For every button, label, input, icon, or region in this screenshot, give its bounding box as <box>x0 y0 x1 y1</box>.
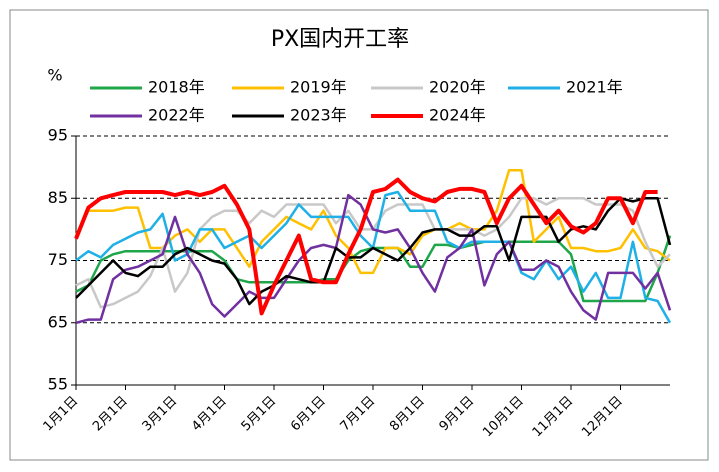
y-tick-label: 95 <box>48 126 68 145</box>
series-line <box>75 197 672 306</box>
x-tick-label: 2月1日 <box>90 394 131 435</box>
x-tick-label: 12月1日 <box>579 394 626 441</box>
x-tick-label: 11月1日 <box>530 394 577 441</box>
chart-title: PX国内开工率 <box>271 27 409 52</box>
x-tick-label: 10月1日 <box>480 394 527 441</box>
x-tick-label: 7月1日 <box>338 394 379 435</box>
x-tick-label: 9月1日 <box>437 394 478 435</box>
y-tick-label: 85 <box>48 188 68 207</box>
legend-label: 2020年 <box>429 78 486 97</box>
y-tick-label: 65 <box>48 312 68 331</box>
x-tick-label: 1月1日 <box>41 394 82 435</box>
legend-label: 2018年 <box>148 78 205 97</box>
x-tick-label: 5月1日 <box>239 394 280 435</box>
legend-label: 2021年 <box>566 78 623 97</box>
y-axis-label: % <box>47 66 62 85</box>
legend-label: 2019年 <box>290 78 347 97</box>
series-line <box>74 168 671 275</box>
legend-label: 2024年 <box>429 106 486 125</box>
legend-label: 2022年 <box>148 106 205 125</box>
y-tick-label: 75 <box>48 250 68 269</box>
x-tick-label: 6月1日 <box>288 394 329 435</box>
y-tick-label: 55 <box>48 375 68 394</box>
series-line <box>75 193 672 325</box>
legend-label: 2023年 <box>290 106 347 125</box>
frame <box>9 9 709 461</box>
x-tick-label: 8月1日 <box>387 394 428 435</box>
x-tick-label: 3月1日 <box>140 394 181 435</box>
x-tick-label: 4月1日 <box>189 394 230 435</box>
series-line <box>74 177 658 316</box>
